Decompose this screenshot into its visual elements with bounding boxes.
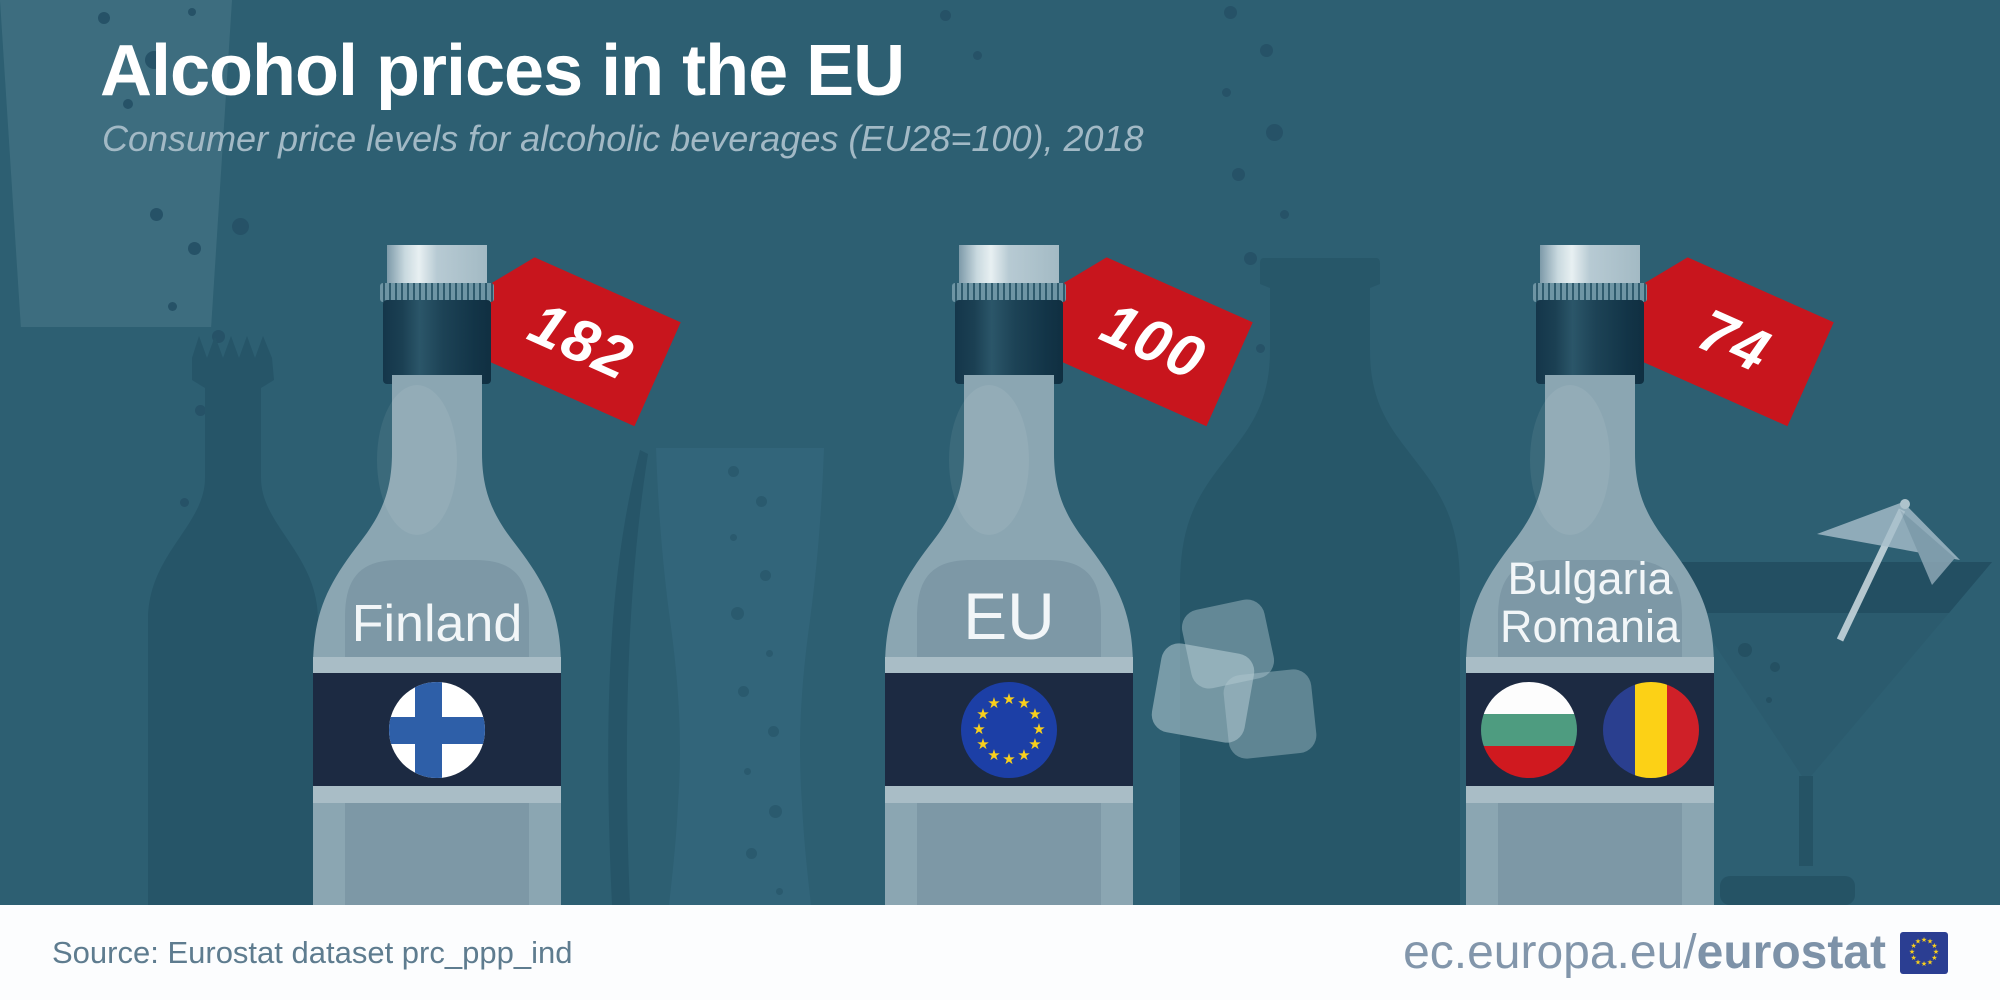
bubbles-top-left [98,12,110,24]
flute-glass-edge-silhouette [608,450,648,905]
url-bold: eurostat [1696,926,1886,979]
bulgaria-flag-icon [1481,681,1577,778]
label-strip [885,657,1133,673]
page-subtitle: Consumer price levels for alcoholic beve… [102,118,1144,159]
bottle-finland: Finland [313,245,561,905]
eu-flag-icon: ★ ★ ★ ★ ★ ★ ★ ★ ★ ★ ★ ★ [961,681,1057,778]
country-name: Finland [351,594,523,653]
bubble-trail-middle [1224,6,1237,19]
pilsner-glass-silhouette [656,448,824,905]
label-strip [313,657,561,673]
bottle-neck-band [955,300,1063,384]
cocktail-umbrella-icon [1817,499,1960,585]
rocks-glass-silhouette [0,0,232,327]
country-label-bulgaria-romania: Bulgaria Romania [1466,540,1714,652]
label-strip [885,786,1133,803]
martini-glass-silhouette [1660,499,1992,905]
label-strip [1466,786,1714,803]
label-band: ★ ★ ★ ★ ★ ★ ★ ★ ★ ★ ★ ★ [885,673,1133,786]
bottle-cap [959,245,1059,285]
label-strip [1466,657,1714,673]
bubbles-in-martini [1738,643,1752,657]
country-label-eu: EU [885,540,1133,652]
country-name: Bulgaria [1507,552,1673,604]
finland-flag-icon [389,681,485,778]
bottle-neck-band [1536,300,1644,384]
label-strip [313,786,561,803]
eurostat-logo: ec.europa.eu/eurostat ★ ★ ★ ★ ★ ★ ★ ★ ★ ★ ★ ★ [1403,925,1948,980]
bottle-cap-ring [1533,283,1647,302]
country-name: Romania [1499,601,1681,653]
label-band [313,673,561,786]
bubbles-in-pilsner [728,466,739,477]
page-title: Alcohol prices in the EU [100,31,905,111]
ice-cube [1221,667,1319,761]
bubbles-top-center [940,10,951,21]
bottle-eu: EU ★ ★ ★ ★ ★ ★ ★ ★ ★ ★ ★ ★ [885,245,1133,905]
flag-cross-vertical [415,681,442,778]
bottle-cap-ring [952,283,1066,302]
bottle-cap [387,245,487,285]
bottle-cap-ring [380,283,494,302]
eu-flag-icon: ★ ★ ★ ★ ★ ★ ★ ★ ★ ★ ★ ★ [1900,931,1948,974]
bottle-cap [1540,245,1640,285]
whiskey-bottle-silhouette [1180,258,1460,905]
beer-bottle-silhouette [148,336,318,905]
bottle-neck-band [383,300,491,384]
url-regular: ec.europa.eu/ [1403,926,1697,979]
source-note: Source: Eurostat dataset prc_ppp_ind [52,934,573,970]
romania-flag-icon [1603,681,1699,778]
country-label-finland: Finland [313,540,561,652]
eurostat-url: ec.europa.eu/eurostat [1403,925,1886,980]
country-name: EU [963,578,1055,653]
label-band [1466,673,1714,786]
bubble-trail-left [150,208,163,221]
bottle-bulgaria-romania: Bulgaria Romania [1466,245,1714,905]
footer-bar: Source: Eurostat dataset prc_ppp_ind ec.… [0,905,2000,1000]
